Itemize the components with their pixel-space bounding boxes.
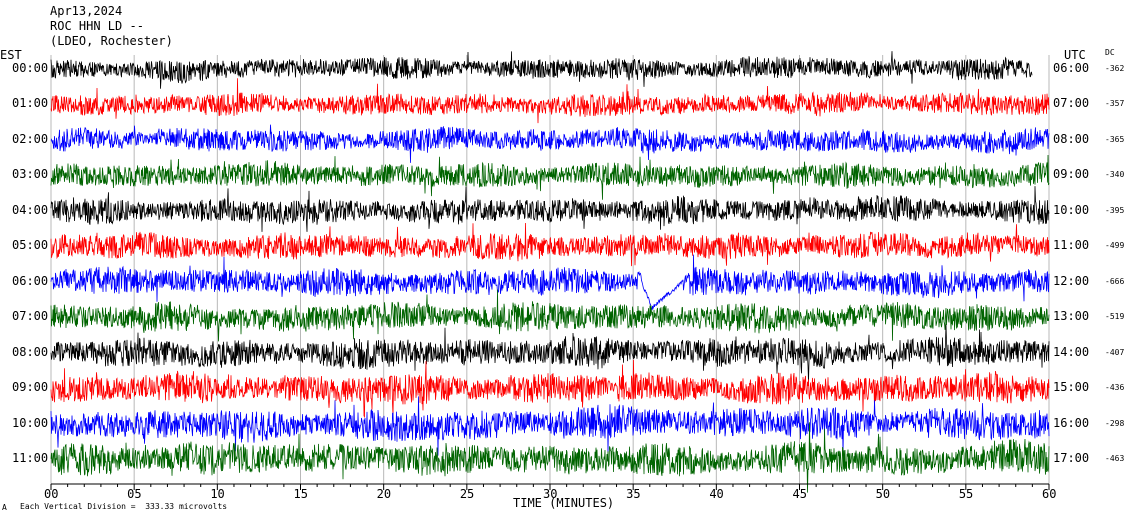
est-hour-label: 01:00 bbox=[12, 96, 49, 111]
trace-0300 bbox=[50, 154, 1050, 200]
x-tick-label: 00 bbox=[44, 487, 59, 501]
est-hour-label: 02:00 bbox=[12, 131, 49, 146]
utc-hour-label: 11:00 bbox=[1053, 238, 1090, 253]
trace-0900 bbox=[50, 359, 1050, 419]
left-axis-title: EST bbox=[0, 48, 22, 62]
corner-mark: A bbox=[2, 503, 7, 512]
est-hour-label: 06:00 bbox=[12, 273, 49, 288]
x-axis-title: TIME (MINUTES) bbox=[513, 496, 615, 510]
est-hour-label: 11:00 bbox=[12, 450, 49, 465]
dc-offset-label: -298 bbox=[1105, 418, 1125, 428]
est-hour-label: 03:00 bbox=[12, 167, 49, 182]
utc-hour-label: 07:00 bbox=[1053, 96, 1090, 111]
trace-0000 bbox=[50, 51, 1033, 89]
utc-hour-label: 08:00 bbox=[1053, 131, 1090, 146]
x-tick-label: 60 bbox=[1042, 487, 1057, 501]
x-tick-label: 40 bbox=[709, 487, 724, 501]
trace-0200 bbox=[50, 124, 1050, 163]
station-code: ROC HHN LD -- bbox=[50, 19, 144, 33]
dc-offset-label: -340 bbox=[1105, 170, 1125, 180]
trace-0500 bbox=[50, 222, 1050, 267]
x-tick-label: 45 bbox=[792, 487, 807, 501]
scale-note: Each Vertical Division = 333.33 microvol… bbox=[20, 502, 228, 511]
utc-hour-label: 15:00 bbox=[1053, 380, 1090, 395]
time-gridlines bbox=[50, 55, 1050, 484]
utc-hour-label: 14:00 bbox=[1053, 344, 1090, 359]
est-hour-label: 00:00 bbox=[12, 61, 49, 75]
time-axis bbox=[50, 483, 1050, 490]
trace-1100 bbox=[50, 422, 1050, 493]
x-tick-label: 15 bbox=[293, 487, 308, 501]
est-hour-label: 10:00 bbox=[12, 415, 49, 430]
dc-header: DC bbox=[1105, 48, 1115, 57]
dc-offset-label: -365 bbox=[1105, 134, 1125, 144]
est-hour-label: 04:00 bbox=[12, 202, 49, 217]
utc-hour-label: 06:00 bbox=[1053, 61, 1090, 75]
seismic-traces bbox=[50, 51, 1050, 493]
dc-offset-label: -407 bbox=[1105, 347, 1125, 357]
dc-offset-label: -519 bbox=[1105, 312, 1125, 322]
est-hour-label: 05:00 bbox=[12, 238, 49, 253]
dc-offset-label: -666 bbox=[1105, 276, 1125, 286]
trace-0700 bbox=[50, 289, 1050, 342]
est-hour-label: 09:00 bbox=[12, 380, 49, 395]
x-tick-label: 05 bbox=[127, 487, 142, 501]
dc-offset-label: -436 bbox=[1105, 383, 1125, 393]
x-tick-label: 30 bbox=[543, 487, 558, 501]
x-tick-label: 10 bbox=[210, 487, 225, 501]
utc-hour-label: 16:00 bbox=[1053, 415, 1090, 430]
utc-hour-label: 09:00 bbox=[1053, 167, 1090, 182]
record-date: Apr13,2024 bbox=[50, 4, 123, 18]
x-tick-label: 50 bbox=[875, 487, 891, 501]
trace-1000 bbox=[50, 396, 1050, 456]
x-tick-label: 25 bbox=[459, 487, 475, 501]
trace-0600 bbox=[50, 254, 1050, 311]
est-hour-label: 07:00 bbox=[12, 309, 49, 324]
x-tick-label: 55 bbox=[958, 487, 974, 501]
right-axis-title: UTC bbox=[1064, 48, 1086, 62]
utc-hour-label: 17:00 bbox=[1053, 450, 1090, 465]
est-hour-label: 08:00 bbox=[12, 344, 49, 359]
utc-hour-label: 10:00 bbox=[1053, 202, 1090, 217]
x-tick-label: 35 bbox=[626, 487, 641, 501]
utc-hour-label: 12:00 bbox=[1053, 273, 1090, 288]
trace-0400 bbox=[50, 186, 1050, 232]
dc-offset-label: -362 bbox=[1105, 64, 1125, 73]
trace-0100 bbox=[50, 78, 1050, 124]
x-tick-label: 20 bbox=[376, 487, 392, 501]
station-network: (LDEO, Rochester) bbox=[50, 34, 173, 48]
trace-0800 bbox=[50, 324, 1050, 383]
dc-offset-label: -499 bbox=[1105, 241, 1125, 251]
dc-offset-label: -395 bbox=[1105, 205, 1125, 215]
dc-offset-label: -357 bbox=[1105, 99, 1125, 109]
dc-offset-label: -463 bbox=[1105, 453, 1125, 463]
utc-hour-label: 13:00 bbox=[1053, 309, 1090, 324]
